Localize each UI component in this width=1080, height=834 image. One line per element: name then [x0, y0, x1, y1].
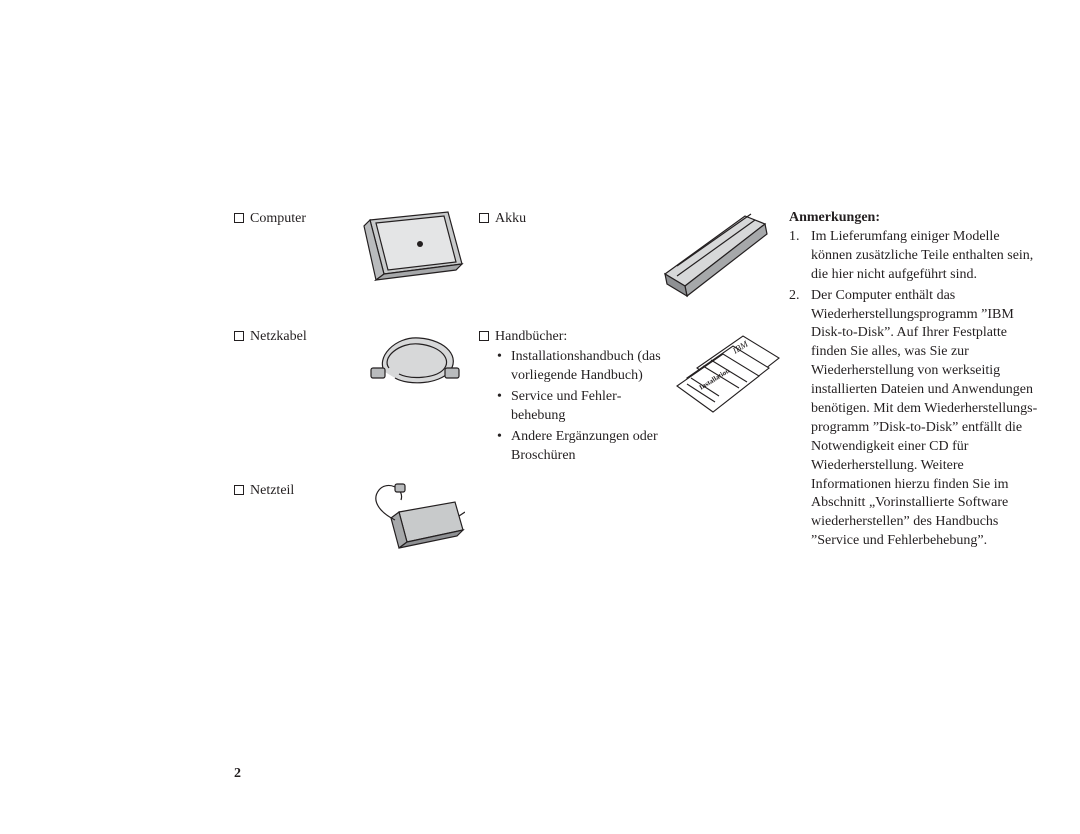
image-akku: [639, 210, 789, 302]
sublist-text: Andere Ergänzungen oder Broschüren: [511, 428, 669, 466]
document-page: Computer: [0, 0, 1080, 834]
checkbox-icon: [234, 331, 244, 341]
item-label: Computer: [250, 210, 306, 228]
item-netzteil: Netzteil: [234, 482, 479, 558]
sublist-item: • Installationshandbuch (das vorliegende…: [497, 348, 669, 386]
note-text: Im Lieferumfang einiger Modelle können z…: [811, 228, 1039, 285]
sublist-item: • Andere Ergänzungen oder Broschüren: [497, 428, 669, 466]
item-label: Akku: [495, 210, 526, 228]
item-label: Netzteil: [250, 482, 294, 500]
item-handbuecher: Handbücher: • Installationshandbuch (das…: [479, 328, 789, 468]
note-number: 2.: [789, 287, 805, 551]
sublist-text: Service und Fehler­behebung: [511, 388, 669, 426]
item-computer: Computer: [234, 210, 479, 314]
content-area: Computer: [234, 210, 1046, 572]
item-label: Handbücher:: [495, 328, 567, 346]
note-text: Der Computer enthält das Wiederherstellu…: [811, 287, 1039, 551]
label-netzteil: Netzteil: [234, 482, 350, 500]
manuals-sublist: • Installationshandbuch (das vorliegende…: [497, 348, 669, 465]
item-akku: Akku: [479, 210, 789, 314]
manuals-icon: IBM Installation: [673, 328, 785, 418]
mid-column: Akku: [479, 210, 789, 572]
image-netzkabel: [350, 328, 479, 392]
checkbox-icon: [479, 213, 489, 223]
battery-icon: [655, 210, 773, 302]
item-netzkabel: Netzkabel: [234, 328, 479, 468]
sublist-item: • Service und Fehler­behebung: [497, 388, 669, 426]
note-item: 1. Im Lieferumfang einiger Modelle könne…: [789, 228, 1039, 285]
label-netzkabel: Netzkabel: [234, 328, 350, 346]
label-handbuecher-wrap: Handbücher: • Installationshandbuch (das…: [479, 328, 669, 468]
label-computer: Computer: [234, 210, 350, 228]
item-label: Netzkabel: [250, 328, 307, 346]
checkbox-icon: [479, 331, 489, 341]
image-netzteil: [350, 482, 479, 558]
image-computer: [350, 210, 479, 286]
notes-column: Anmerkungen: 1. Im Lieferumfang einiger …: [789, 210, 1039, 572]
page-number: 2: [234, 766, 241, 782]
checkbox-icon: [234, 485, 244, 495]
notes-heading: Anmerkungen:: [789, 210, 1039, 226]
bullet-icon: •: [497, 348, 505, 386]
left-column: Computer: [234, 210, 479, 572]
note-item: 2. Der Computer enthält das Wiederherste…: [789, 287, 1039, 551]
notes-list: 1. Im Lieferumfang einiger Modelle könne…: [789, 228, 1039, 551]
checkbox-icon: [234, 213, 244, 223]
laptop-icon: [362, 210, 468, 286]
image-handbuecher: IBM Installation: [669, 328, 789, 418]
bullet-icon: •: [497, 388, 505, 426]
note-number: 1.: [789, 228, 805, 285]
bullet-icon: •: [497, 428, 505, 466]
columns: Computer: [234, 210, 1046, 572]
adapter-icon: [365, 482, 465, 558]
label-akku: Akku: [479, 210, 639, 228]
cord-icon: [365, 328, 465, 392]
sublist-text: Installationshandbuch (das vorliegende H…: [511, 348, 669, 386]
label-handbuecher: Handbücher:: [479, 328, 669, 346]
